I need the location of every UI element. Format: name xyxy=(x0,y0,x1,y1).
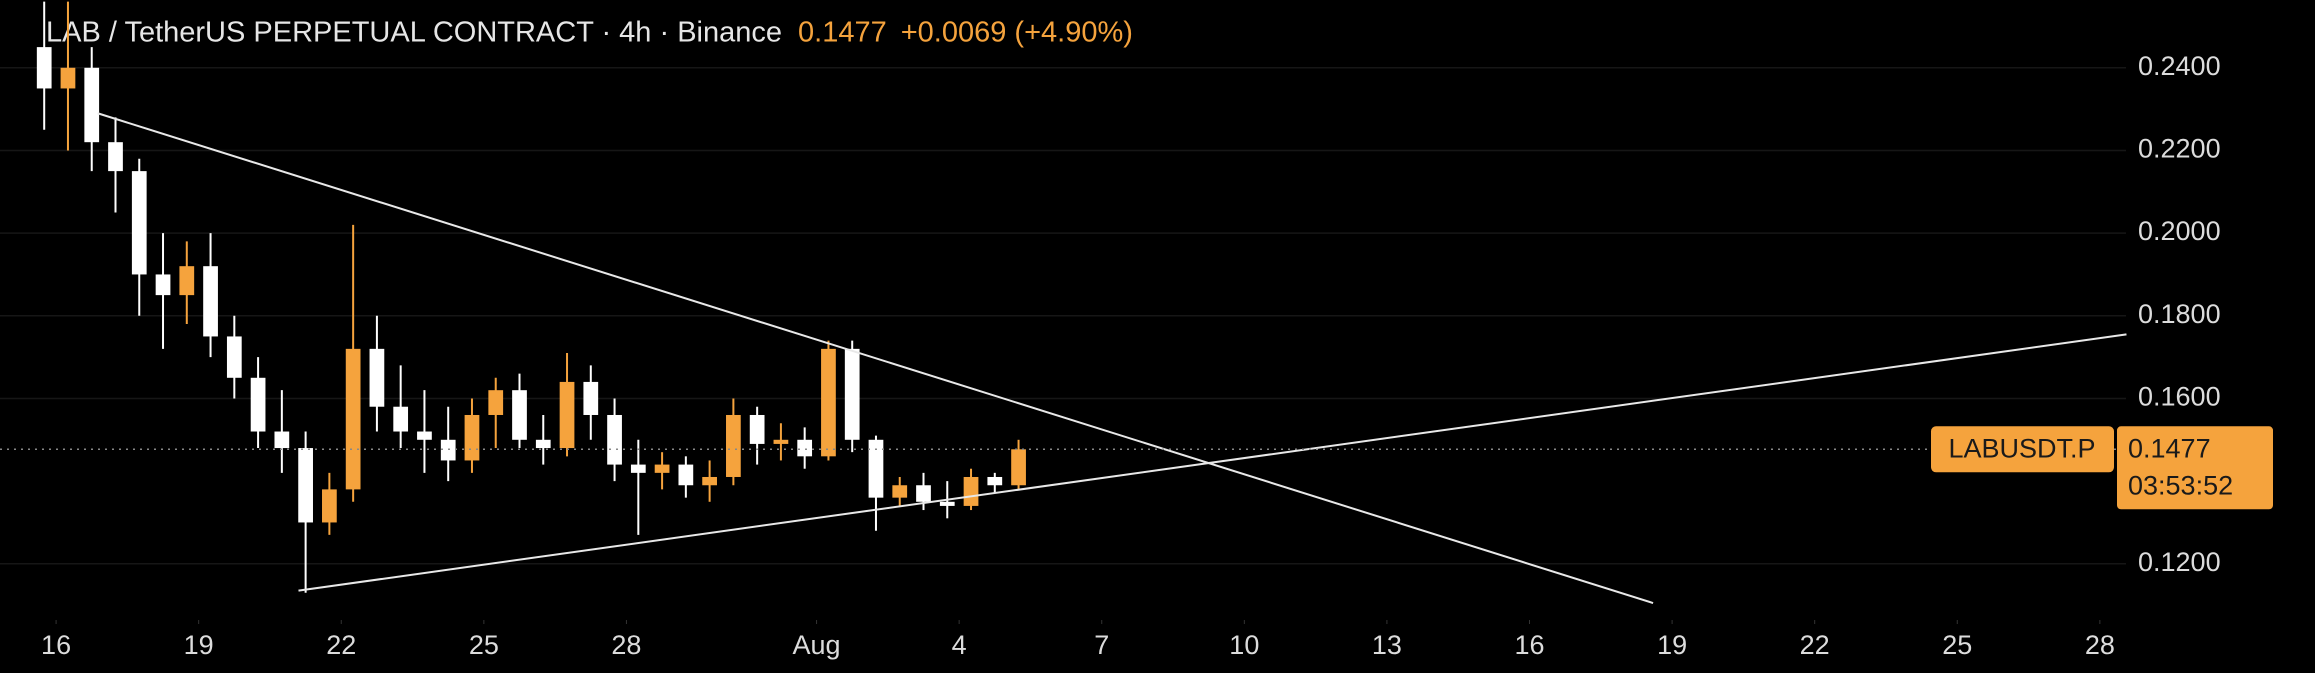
x-tick-label: 22 xyxy=(1800,630,1830,660)
x-tick-label: 10 xyxy=(1229,630,1259,660)
candle-body xyxy=(630,464,646,473)
price-change: +0.0069 (+4.90%) xyxy=(901,17,1133,49)
x-tick-label: 25 xyxy=(1942,630,1972,660)
candle-body xyxy=(749,414,765,444)
candle-body xyxy=(868,439,884,498)
y-tick-label: 0.1600 xyxy=(2138,382,2221,412)
candle-body xyxy=(298,448,313,523)
y-tick-label: 0.2200 xyxy=(2138,134,2221,164)
y-tick-label: 0.1800 xyxy=(2138,299,2221,329)
candle-body xyxy=(607,414,622,465)
candle-body xyxy=(916,485,931,502)
candle-body xyxy=(369,348,385,407)
x-tick-label: Aug xyxy=(793,630,841,660)
candle-body xyxy=(274,431,290,449)
candle-body xyxy=(512,390,527,440)
x-tick-label: 4 xyxy=(952,630,967,660)
candle-body xyxy=(108,142,123,172)
candle-body xyxy=(654,464,670,473)
x-tick-label: 28 xyxy=(611,630,641,660)
candle-body xyxy=(583,381,599,415)
symbol-label: LABUSDT.P xyxy=(1948,433,2095,463)
y-tick-label: 0.2000 xyxy=(2138,216,2221,246)
candle-body xyxy=(821,348,836,457)
candle-body xyxy=(559,381,575,449)
candle-body xyxy=(488,390,504,415)
candle-body xyxy=(155,274,171,296)
candle-body xyxy=(36,47,52,89)
candle-body xyxy=(226,336,242,378)
candle-body xyxy=(963,476,979,506)
chart-title: LAB / TetherUS PERPETUAL CONTRACT · 4h ·… xyxy=(46,17,782,49)
x-tick-label: 19 xyxy=(184,630,214,660)
candle-body xyxy=(84,67,100,143)
last-price: 0.1477 xyxy=(798,17,887,49)
trend-line xyxy=(97,112,1654,605)
candle-body xyxy=(702,476,717,486)
candle-body xyxy=(393,406,409,432)
x-tick-label: 16 xyxy=(41,630,71,660)
price-badge xyxy=(2117,426,2273,510)
candle-body xyxy=(60,67,76,89)
candle-body xyxy=(322,489,337,523)
x-tick-label: 13 xyxy=(1372,630,1402,660)
candle-body xyxy=(464,414,480,461)
x-tick-label: 22 xyxy=(326,630,356,660)
candle-body xyxy=(939,501,955,506)
y-tick-label: 0.2400 xyxy=(2138,51,2221,81)
candle-body xyxy=(535,439,551,449)
candle-body xyxy=(678,464,694,486)
symbol-badge xyxy=(1931,426,2114,473)
candle-body xyxy=(179,266,195,296)
candle-body xyxy=(417,431,432,440)
candle-body xyxy=(1011,449,1026,486)
price-label: 0.1477 xyxy=(2128,433,2211,463)
x-tick-label: 28 xyxy=(2085,630,2115,660)
candle-body xyxy=(797,439,813,457)
trend-line xyxy=(298,333,2127,592)
candle-body xyxy=(440,439,456,461)
candle-body xyxy=(773,439,789,444)
candle-body xyxy=(844,348,860,440)
candle-body xyxy=(345,348,361,490)
x-tick-label: 7 xyxy=(1094,630,1109,660)
x-tick-label: 19 xyxy=(1657,630,1687,660)
candle-body xyxy=(131,171,147,275)
x-tick-label: 25 xyxy=(469,630,499,660)
y-tick-label: 0.1200 xyxy=(2138,547,2221,577)
candle-body xyxy=(203,266,218,337)
candle-body xyxy=(987,476,1003,486)
candle-body xyxy=(250,377,266,432)
candle-body xyxy=(726,414,741,477)
title-row: LAB / TetherUS PERPETUAL CONTRACT · 4h ·… xyxy=(46,17,1133,49)
x-tick-label: 16 xyxy=(1514,630,1544,660)
countdown-label: 03:53:52 xyxy=(2128,470,2233,500)
candle-body xyxy=(892,485,908,498)
